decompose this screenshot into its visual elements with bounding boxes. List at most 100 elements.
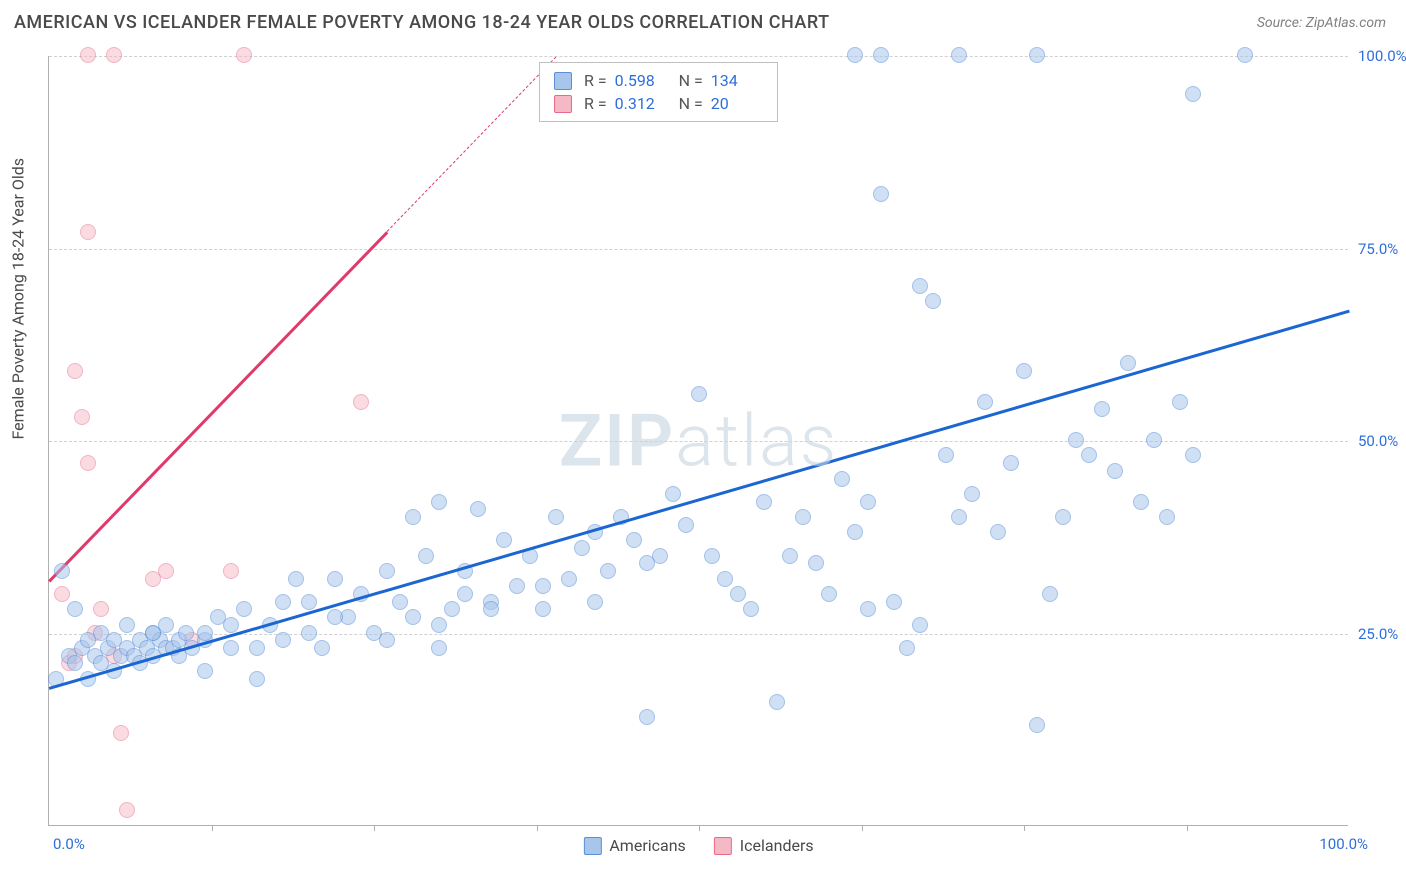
data-point: [743, 601, 759, 617]
legend-label: Americans: [609, 836, 685, 855]
trend-line: [387, 56, 557, 231]
data-point: [431, 617, 447, 633]
data-point: [665, 486, 681, 502]
data-point: [431, 640, 447, 656]
data-point: [113, 725, 129, 741]
data-point: [106, 47, 122, 63]
data-point: [67, 655, 83, 671]
data-point: [392, 594, 408, 610]
data-point: [574, 540, 590, 556]
data-point: [925, 293, 941, 309]
data-point: [457, 586, 473, 602]
data-point: [483, 601, 499, 617]
data-point: [145, 625, 161, 641]
legend-label: Icelanders: [740, 836, 814, 855]
data-point: [80, 47, 96, 63]
data-point: [561, 571, 577, 587]
data-point: [288, 571, 304, 587]
legend-series: Americans Icelanders: [583, 836, 813, 855]
data-point: [1185, 447, 1201, 463]
data-point: [1120, 355, 1136, 371]
r-value: 0.598: [615, 71, 667, 90]
x-tick: [699, 825, 700, 831]
data-point: [301, 625, 317, 641]
data-point: [418, 548, 434, 564]
data-point: [509, 578, 525, 594]
data-point: [496, 532, 512, 548]
gridline: [49, 634, 1348, 635]
n-label: N =: [679, 94, 703, 113]
data-point: [80, 455, 96, 471]
data-point: [899, 640, 915, 656]
data-point: [275, 594, 291, 610]
data-point: [236, 47, 252, 63]
chart-plot-area: ZIPatlas R = 0.598N = 134R = 0.312N = 20…: [48, 56, 1348, 826]
legend-swatch: [554, 95, 572, 113]
data-point: [821, 586, 837, 602]
data-point: [938, 447, 954, 463]
data-point: [535, 578, 551, 594]
data-point: [795, 509, 811, 525]
data-point: [379, 563, 395, 579]
r-value: 0.312: [615, 94, 667, 113]
data-point: [964, 486, 980, 502]
data-point: [808, 555, 824, 571]
data-point: [756, 494, 772, 510]
data-point: [1068, 432, 1084, 448]
data-point: [730, 586, 746, 602]
data-point: [847, 47, 863, 63]
legend-item: Americans: [583, 836, 685, 855]
y-tick-label: 25.0%: [1358, 625, 1406, 643]
data-point: [990, 524, 1006, 540]
data-point: [834, 471, 850, 487]
data-point: [860, 494, 876, 510]
data-point: [873, 47, 889, 63]
data-point: [548, 509, 564, 525]
data-point: [93, 601, 109, 617]
chart-title: AMERICAN VS ICELANDER FEMALE POVERTY AMO…: [14, 12, 830, 33]
legend-stat-row: R = 0.312N = 20: [554, 92, 763, 115]
data-point: [197, 663, 213, 679]
data-point: [223, 617, 239, 633]
x-tick: [537, 825, 538, 831]
r-label: R =: [584, 94, 607, 113]
data-point: [860, 601, 876, 617]
y-tick-label: 50.0%: [1358, 432, 1406, 450]
data-point: [119, 802, 135, 818]
x-tick: [212, 825, 213, 831]
x-tick: [862, 825, 863, 831]
data-point: [405, 509, 421, 525]
data-point: [119, 617, 135, 633]
source-label: Source: ZipAtlas.com: [1257, 15, 1386, 31]
data-point: [431, 494, 447, 510]
data-point: [1172, 394, 1188, 410]
data-point: [80, 224, 96, 240]
y-axis-label: Female Poverty Among 18-24 Year Olds: [9, 158, 28, 440]
data-point: [1237, 47, 1253, 63]
data-point: [1107, 463, 1123, 479]
data-point: [1146, 432, 1162, 448]
data-point: [847, 524, 863, 540]
data-point: [223, 640, 239, 656]
data-point: [1003, 455, 1019, 471]
data-point: [327, 571, 343, 587]
data-point: [717, 571, 733, 587]
data-point: [197, 625, 213, 641]
data-point: [535, 601, 551, 617]
legend-stat-row: R = 0.598N = 134: [554, 69, 763, 92]
y-tick-label: 75.0%: [1358, 240, 1406, 258]
data-point: [1029, 717, 1045, 733]
gridline: [49, 249, 1348, 250]
data-point: [301, 594, 317, 610]
x-axis-min-label: 0.0%: [53, 835, 85, 853]
data-point: [1159, 509, 1175, 525]
data-point: [67, 601, 83, 617]
data-point: [769, 694, 785, 710]
data-point: [1081, 447, 1097, 463]
data-point: [379, 632, 395, 648]
r-label: R =: [584, 71, 607, 90]
legend-swatch: [554, 72, 572, 90]
data-point: [886, 594, 902, 610]
legend-swatch: [583, 837, 601, 855]
data-point: [691, 386, 707, 402]
